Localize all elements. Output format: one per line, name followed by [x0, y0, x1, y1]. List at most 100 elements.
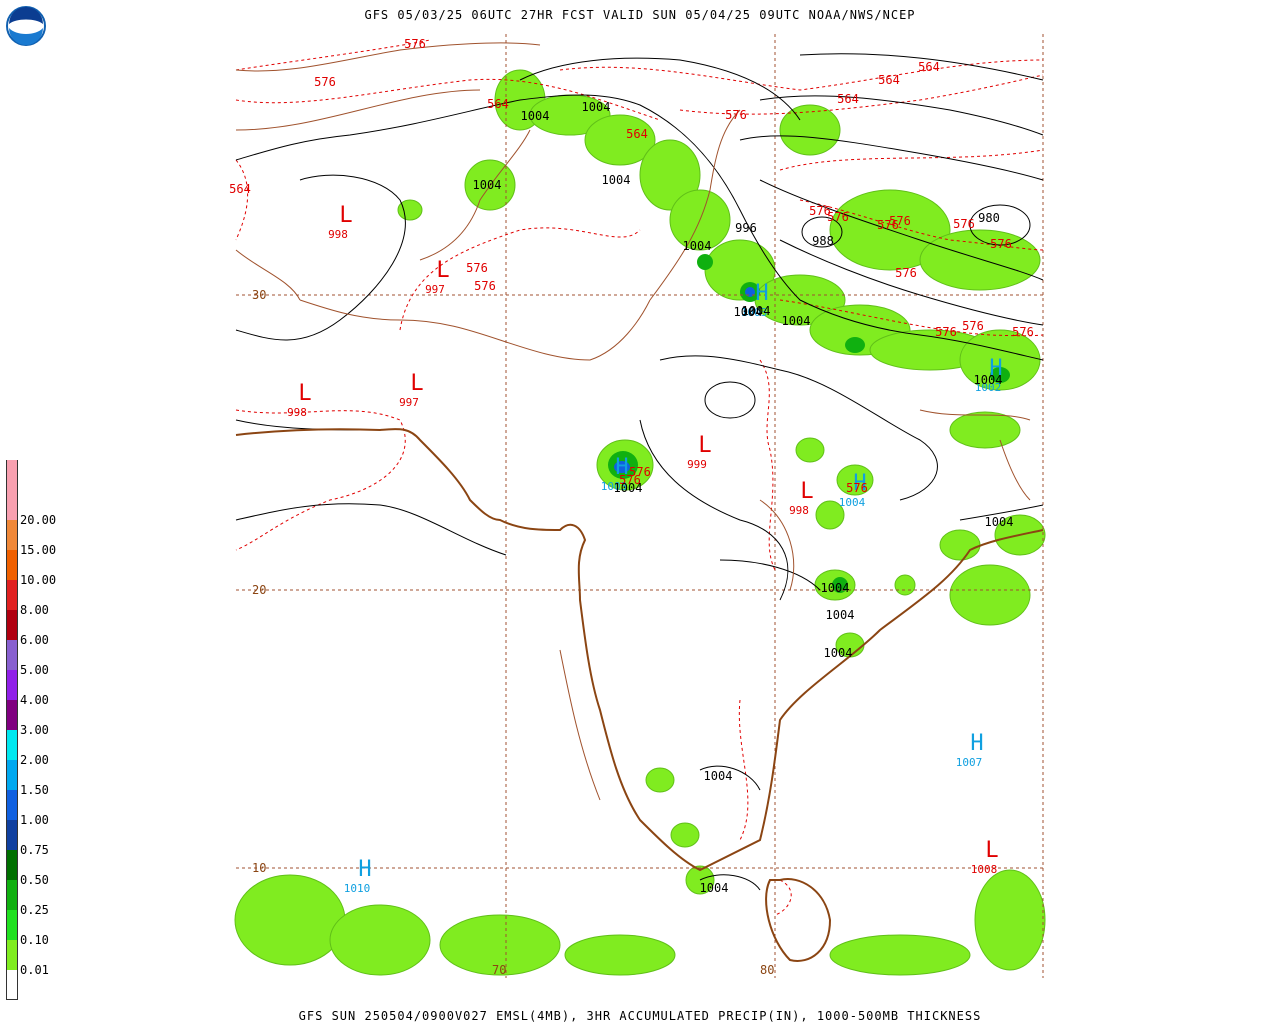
pressure-center-value: 998: [328, 228, 348, 241]
legend-swatch: [6, 520, 18, 550]
low-pressure-marker: L: [410, 371, 423, 396]
isobar-label: 988: [812, 234, 834, 248]
pressure-center-value: 1008: [971, 863, 998, 876]
high-pressure-marker: H: [755, 281, 768, 306]
legend-row: 0.10: [6, 910, 66, 947]
legend-row: 0.01: [6, 940, 66, 977]
legend-swatch: [6, 580, 18, 610]
grid-labels: 30 20 10 70 80: [252, 288, 774, 977]
high-pressure-marker: H: [970, 731, 983, 756]
low-pressure-marker: L: [298, 381, 311, 406]
precip-legend: 20.00 15.00 10.00 8.00 6.00 5.00 4.00 3.00 2.00 1…: [6, 460, 66, 1000]
isobar-label: 1004: [521, 109, 550, 123]
high-pressure-marker: H: [615, 455, 628, 480]
isobar-contours: [235, 53, 1044, 891]
legend-swatch: [6, 940, 18, 970]
thickness-label: 576: [962, 319, 984, 333]
isobar-label: 980: [978, 211, 1000, 225]
pressure-center-value: 997: [425, 283, 445, 296]
pressure-center-value: 997: [399, 396, 419, 409]
legend-swatch: [6, 730, 18, 760]
legend-swatch: [6, 790, 18, 820]
legend-row: 4.00: [6, 670, 66, 707]
pressure-center-value: 1003: [601, 480, 628, 493]
thickness-label: 576: [725, 108, 747, 122]
isobar-label: 1004: [582, 100, 611, 114]
high-pressure-marker: H: [989, 356, 1002, 381]
isobar-label: 1004: [614, 481, 643, 495]
legend-swatch: [6, 640, 18, 670]
low-pressure-marker: L: [698, 433, 711, 458]
legend-row: [6, 460, 66, 490]
isobar-label: 1004: [602, 173, 631, 187]
thickness-label: 576: [877, 218, 899, 232]
thickness-label: 564: [626, 127, 648, 141]
precip-heavy: [608, 254, 1010, 593]
legend-row: 1.00: [6, 790, 66, 827]
pressure-centers: L998L997L998L997L999L998L1008H1003H1004H…: [287, 203, 1003, 895]
thickness-label: 576: [846, 481, 868, 495]
thickness-label: 576: [889, 214, 911, 228]
legend-swatch: [6, 910, 18, 940]
legend-row: [6, 970, 66, 1000]
borders: [235, 42, 1031, 801]
legend-row: 0.25: [6, 880, 66, 917]
isobar-label: 1004: [821, 581, 850, 595]
legend-row: 1.50: [6, 760, 66, 797]
lat-label-30: 30: [252, 288, 266, 302]
isobar-label: 1004: [473, 178, 502, 192]
low-pressure-marker: L: [985, 838, 998, 863]
map-frame: [236, 34, 1043, 978]
thickness-label: 564: [918, 60, 940, 74]
thickness-label: 576: [1012, 325, 1034, 339]
map-title: GFS 05/03/25 06UTC 27HR FCST VALID SUN 0…: [364, 8, 916, 22]
legend-swatch: [6, 550, 18, 580]
legend-row: 15.00: [6, 520, 66, 557]
thickness-label: 576: [990, 237, 1012, 251]
legend-swatch: [6, 820, 18, 850]
isobar-label: 1004: [974, 373, 1003, 387]
legend-label: 0.10: [20, 933, 49, 947]
legend-label: 1.50: [20, 783, 49, 797]
thickness-label: 576: [953, 217, 975, 231]
legend-row: 6.00: [6, 610, 66, 647]
pressure-center-value: 1007: [956, 756, 983, 769]
pressure-center-value: 999: [687, 458, 707, 471]
legend-row: 5.00: [6, 640, 66, 677]
legend-swatch: [6, 850, 18, 880]
isobar-label: 1004: [704, 769, 733, 783]
legend-label: 1.00: [20, 813, 49, 827]
thickness-label: 564: [487, 97, 509, 111]
legend-swatch: [6, 670, 18, 700]
lon-label-80: 80: [760, 963, 774, 977]
legend-row: 2.00: [6, 730, 66, 767]
legend-label: 20.00: [20, 513, 57, 527]
legend-label: 15.00: [20, 543, 57, 557]
legend-label: 0.25: [20, 903, 49, 917]
legend-label: 5.00: [20, 663, 49, 677]
logo-text: NOAA: [17, 22, 35, 29]
legend-swatch: [6, 880, 18, 910]
map-footer-title: GFS SUN 250504/0900V027 EMSL(4MB), 3HR A…: [298, 1009, 982, 1023]
low-pressure-marker: L: [436, 258, 449, 283]
coastline: [235, 428, 1044, 962]
legend-swatch: [6, 700, 18, 730]
pressure-center-value: 998: [789, 504, 809, 517]
isobar-label: 996: [735, 221, 757, 235]
isobar-label: 1004: [824, 646, 853, 660]
thickness-label: 576: [466, 261, 488, 275]
thickness-label: 576: [895, 266, 917, 280]
high-pressure-marker: H: [853, 471, 866, 496]
pressure-center-value: 1004: [839, 496, 866, 509]
legend-row: 20.00: [6, 490, 66, 527]
isobar-label: 1004: [782, 314, 811, 328]
thickness-label: 564: [837, 92, 859, 106]
isobar-label: 1004: [683, 239, 712, 253]
legend-label: 2.00: [20, 753, 49, 767]
legend-swatch: [6, 760, 18, 790]
legend-label: 4.00: [20, 693, 49, 707]
legend-label: 10.00: [20, 573, 57, 587]
lon-label-70: 70: [492, 963, 506, 977]
